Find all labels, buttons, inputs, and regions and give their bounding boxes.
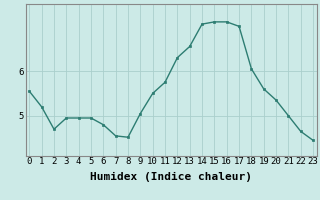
X-axis label: Humidex (Indice chaleur): Humidex (Indice chaleur) xyxy=(90,172,252,182)
